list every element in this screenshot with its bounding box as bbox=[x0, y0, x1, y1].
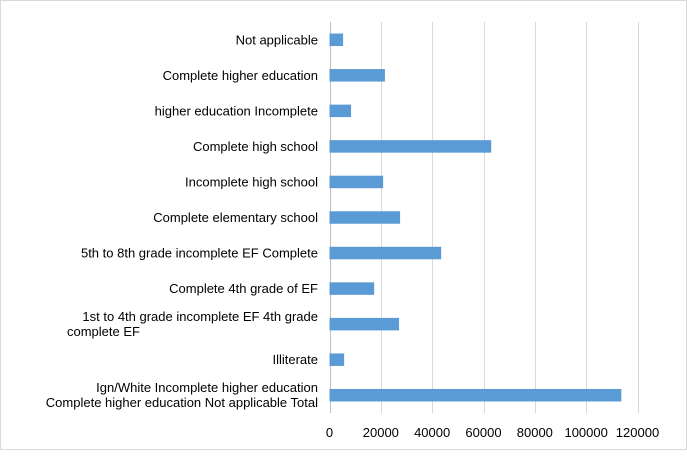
category-label: Complete high school bbox=[193, 139, 318, 154]
bar bbox=[329, 140, 492, 153]
bar bbox=[329, 246, 442, 260]
x-tick-label: 80000 bbox=[517, 425, 553, 440]
category-label: Complete higher education Not applicable… bbox=[46, 395, 318, 410]
x-tick-label: 40000 bbox=[414, 425, 450, 440]
bar bbox=[329, 317, 400, 331]
category-label: 5th to 8th grade incomplete EF Complete bbox=[81, 246, 318, 261]
category-label: complete EF bbox=[67, 324, 140, 339]
x-tick-label: 100000 bbox=[564, 425, 607, 440]
category-label: 1st to 4th grade incomplete EF 4th grade bbox=[82, 309, 318, 324]
bar bbox=[329, 104, 352, 118]
bar bbox=[329, 282, 375, 295]
category-label: higher education Incomplete bbox=[155, 103, 318, 118]
category-label: Incomplete high school bbox=[185, 174, 318, 189]
bar bbox=[329, 211, 401, 224]
x-tick-label: 20000 bbox=[363, 425, 399, 440]
x-tick-label: 0 bbox=[326, 425, 333, 440]
bar bbox=[329, 33, 344, 47]
category-label: Illiterate bbox=[272, 352, 318, 367]
category-label: Complete 4th grade of EF bbox=[169, 281, 318, 296]
bar bbox=[329, 353, 345, 366]
bar bbox=[329, 69, 385, 82]
category-label: Complete higher education bbox=[163, 68, 318, 83]
x-tick-label: 60000 bbox=[465, 425, 501, 440]
category-label: Complete elementary school bbox=[153, 210, 318, 225]
x-tick-label: 120000 bbox=[616, 425, 659, 440]
category-label: Ign/White Incomplete higher education bbox=[96, 380, 318, 395]
bar bbox=[329, 175, 384, 189]
bar bbox=[329, 388, 622, 402]
category-label: Not applicable bbox=[236, 32, 318, 47]
